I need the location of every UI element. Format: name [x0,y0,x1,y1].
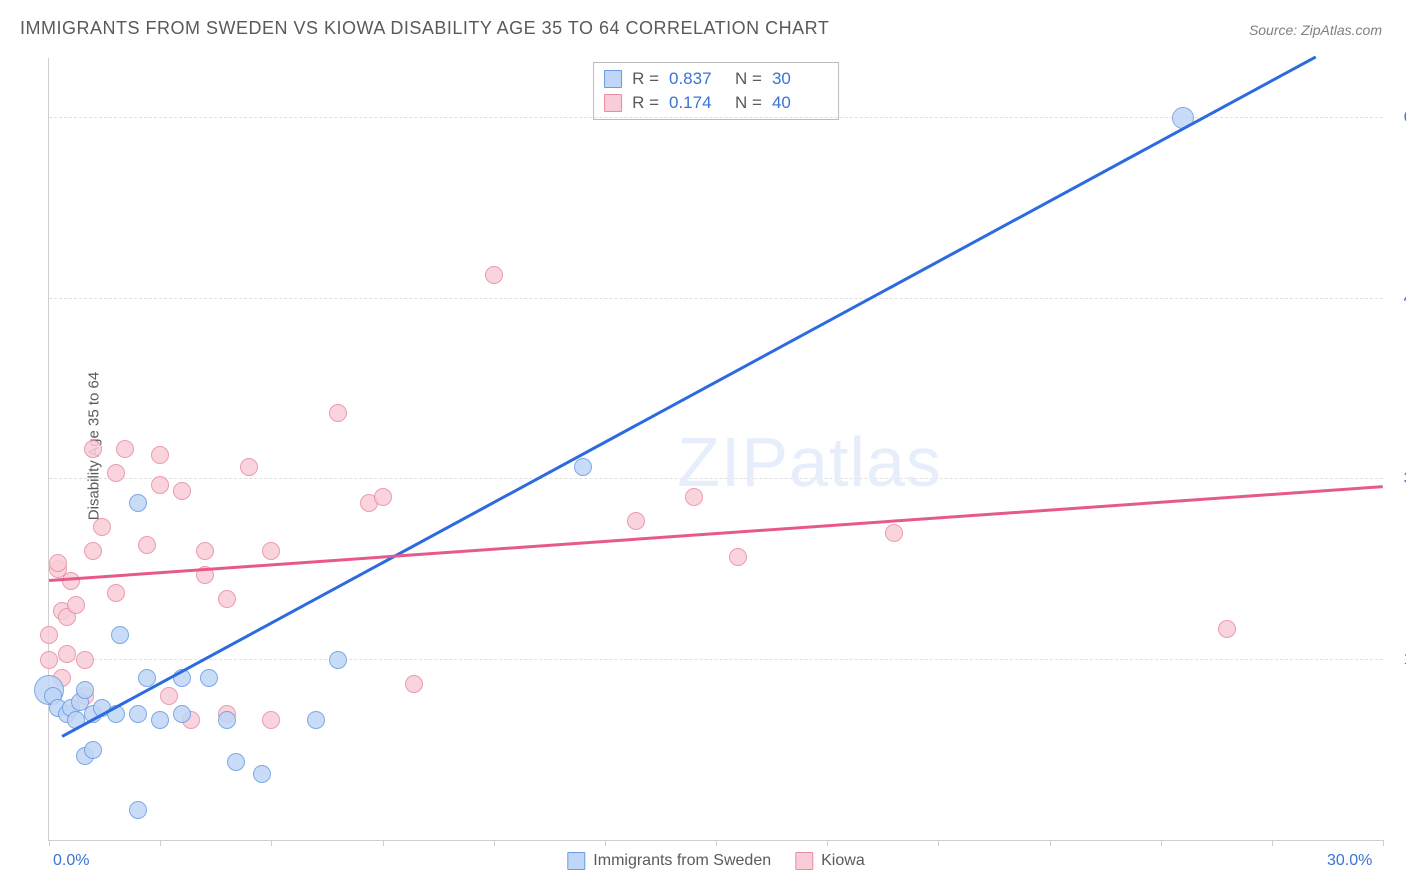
n-value: 40 [772,91,828,115]
scatter-point [62,572,80,590]
n-label: N = [735,91,762,115]
scatter-point [574,458,592,476]
xtick-label: 30.0% [1327,852,1372,870]
scatter-point [1218,620,1236,638]
scatter-point [129,801,147,819]
xtick [1161,840,1162,846]
scatter-point [627,512,645,530]
legend-stat-row: R = 0.174 N = 40 [604,91,828,115]
r-value: 0.174 [669,91,725,115]
scatter-point [49,554,67,572]
ytick-label: 60.0% [1389,109,1406,127]
plot-area: R =0.837N =30R =0.174N =40 Immigrants fr… [48,58,1383,841]
scatter-point [253,765,271,783]
legend-stats: R = 0.837 N = 30 R = 0.174 N = 40 [593,62,839,120]
scatter-point [138,536,156,554]
r-value: 0.837 [669,67,725,91]
xtick [1383,840,1384,846]
scatter-point [329,651,347,669]
xtick [827,840,828,846]
chart-title: IMMIGRANTS FROM SWEDEN VS KIOWA DISABILI… [20,18,829,39]
legend-swatch [795,852,813,870]
scatter-point [240,458,258,476]
scatter-point [374,488,392,506]
legend-swatch [567,852,585,870]
scatter-point [76,681,94,699]
r-label: R = [632,91,659,115]
xtick [494,840,495,846]
n-value: 30 [772,67,828,91]
xtick-label: 0.0% [53,852,89,870]
scatter-point [151,711,169,729]
gridline-h [49,298,1383,299]
xtick [1050,840,1051,846]
scatter-point [173,705,191,723]
scatter-point [67,596,85,614]
scatter-point [107,464,125,482]
scatter-point [138,669,156,687]
legend-swatch [604,94,622,112]
legend-item: Immigrants from Sweden [567,852,771,870]
scatter-point [111,626,129,644]
legend-series: Immigrants from Sweden Kiowa [567,852,864,870]
xtick [716,840,717,846]
legend-item: Kiowa [795,852,865,870]
scatter-point [218,590,236,608]
scatter-point [151,446,169,464]
trend-line [49,485,1383,581]
xtick [605,840,606,846]
scatter-point [129,494,147,512]
xtick [383,840,384,846]
xtick [1272,840,1273,846]
xtick [49,840,50,846]
scatter-point [485,266,503,284]
scatter-point [76,651,94,669]
scatter-point [729,548,747,566]
scatter-point [84,741,102,759]
scatter-point [307,711,325,729]
scatter-point [262,711,280,729]
scatter-point [885,524,903,542]
scatter-point [129,705,147,723]
n-label: N = [735,67,762,91]
legend-label: Immigrants from Sweden [593,852,771,870]
scatter-point [200,669,218,687]
scatter-point [405,675,423,693]
scatter-point [262,542,280,560]
legend-stat-row: R = 0.837 N = 30 [604,67,828,91]
ytick-label: 45.0% [1389,290,1406,308]
scatter-point [160,687,178,705]
scatter-point [685,488,703,506]
ytick-label: 30.0% [1389,470,1406,488]
xtick [938,840,939,846]
scatter-point [40,626,58,644]
legend-swatch [604,70,622,88]
scatter-point [227,753,245,771]
xtick [271,840,272,846]
scatter-point [173,482,191,500]
scatter-point [151,476,169,494]
scatter-point [107,584,125,602]
watermark: ZIPatlas [677,422,942,502]
scatter-point [329,404,347,422]
trend-line [62,56,1317,738]
gridline-h [49,659,1383,660]
scatter-point [93,518,111,536]
scatter-point [196,542,214,560]
scatter-point [116,440,134,458]
scatter-point [84,440,102,458]
source-label: Source: ZipAtlas.com [1249,22,1382,38]
legend-label: Kiowa [821,852,865,870]
r-label: R = [632,67,659,91]
gridline-h [49,478,1383,479]
scatter-point [84,542,102,560]
scatter-point [40,651,58,669]
chart-container: IMMIGRANTS FROM SWEDEN VS KIOWA DISABILI… [0,0,1406,892]
ytick-label: 15.0% [1389,651,1406,669]
scatter-point [58,645,76,663]
xtick [160,840,161,846]
scatter-point [218,711,236,729]
